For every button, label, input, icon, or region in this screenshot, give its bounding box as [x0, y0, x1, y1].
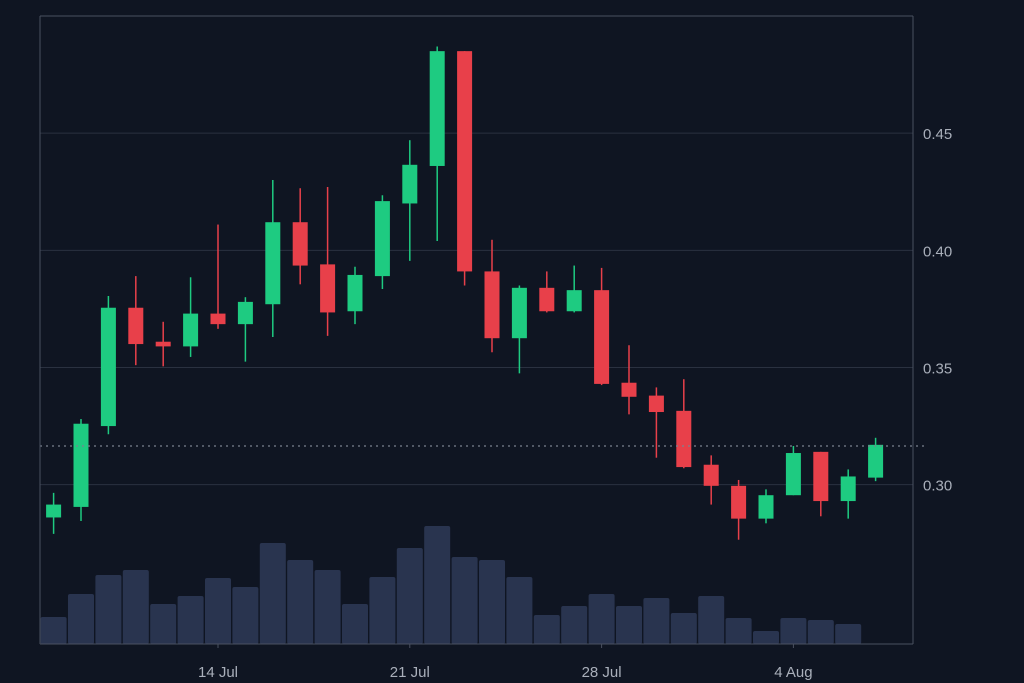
volume-bar: [177, 596, 204, 644]
volume-bar: [314, 570, 341, 644]
candle-body-down: [731, 485, 747, 519]
volume-bar: [95, 575, 122, 644]
candle-body-up: [183, 313, 199, 347]
candle-body-down: [539, 287, 555, 312]
volume-bar: [698, 596, 725, 644]
x-tick-label: 4 Aug: [774, 664, 812, 681]
candle-body-down: [648, 395, 664, 413]
candle-body-up: [46, 504, 62, 518]
y-tick-label: 0.45: [923, 126, 952, 143]
grid-lines: [40, 132, 913, 486]
volume-bar: [232, 587, 259, 644]
volume-bar: [68, 594, 94, 644]
y-tick-label: 0.40: [923, 243, 952, 260]
candle-body-down: [210, 313, 226, 325]
candle-body-down: [128, 307, 144, 345]
candle-body-up: [237, 301, 253, 325]
volume-bar: [287, 560, 314, 644]
price-candles: [40, 46, 925, 540]
x-tick-label: 28 Jul: [582, 664, 622, 681]
y-axis-tick-labels: 0.30 0.35 0.40 0.45: [923, 126, 952, 494]
volume-bar: [506, 577, 533, 644]
candle-body-up: [511, 287, 527, 339]
volume-bar: [342, 604, 368, 644]
candle-body-up: [100, 307, 116, 427]
candle-body-down: [621, 382, 637, 397]
volume-bar: [588, 594, 615, 644]
candle-body-down: [594, 290, 610, 384]
volume-bar: [561, 606, 588, 644]
candle-body-up: [840, 476, 856, 502]
candle-body-up: [566, 290, 582, 312]
volume-bar: [725, 618, 752, 644]
volume-bar: [643, 598, 670, 644]
volume-bar: [122, 570, 149, 644]
candle-body-up: [374, 201, 390, 277]
volume-bar: [780, 618, 807, 644]
candle-body-down: [484, 271, 500, 339]
volume-bar: [451, 557, 478, 644]
y-tick-label: 0.30: [923, 478, 952, 495]
candle-body-down: [155, 341, 171, 347]
volume-bar: [753, 631, 779, 644]
volume-bar: [150, 604, 177, 644]
candle-body-down: [457, 51, 473, 272]
candle-body-down: [676, 410, 692, 468]
volume-bar: [616, 606, 642, 644]
x-tick-label: 21 Jul: [390, 664, 430, 681]
candle-body-down: [813, 451, 829, 502]
volume-bar: [205, 578, 231, 644]
volume-bar: [479, 560, 505, 644]
candle-body-up: [265, 222, 281, 305]
volume-bars: [40, 526, 862, 644]
candle-body-down: [703, 464, 719, 486]
volume-bar: [424, 526, 451, 644]
candle-body-up: [785, 453, 801, 496]
plot-frame: [39, 15, 914, 648]
volume-bar: [533, 615, 560, 644]
x-axis-tick-labels: 14 Jul 21 Jul 28 Jul 4 Aug: [198, 664, 813, 681]
volume-bar: [369, 577, 396, 644]
candle-body-up: [347, 274, 363, 312]
candle-body-up: [868, 444, 884, 478]
volume-bar: [396, 548, 423, 644]
candle-body-up: [429, 51, 445, 166]
volume-bar: [259, 543, 286, 644]
candle-body-up: [402, 164, 418, 204]
volume-bar: [807, 620, 834, 644]
candle-body-up: [73, 423, 89, 507]
volume-bar: [670, 613, 697, 644]
candle-body-down: [292, 222, 308, 266]
y-tick-label: 0.35: [923, 360, 952, 377]
candle-body-down: [320, 264, 336, 313]
volume-bar: [835, 624, 862, 644]
candle-body-up: [758, 495, 774, 519]
x-tick-label: 14 Jul: [198, 664, 238, 681]
volume-bar: [40, 617, 67, 644]
